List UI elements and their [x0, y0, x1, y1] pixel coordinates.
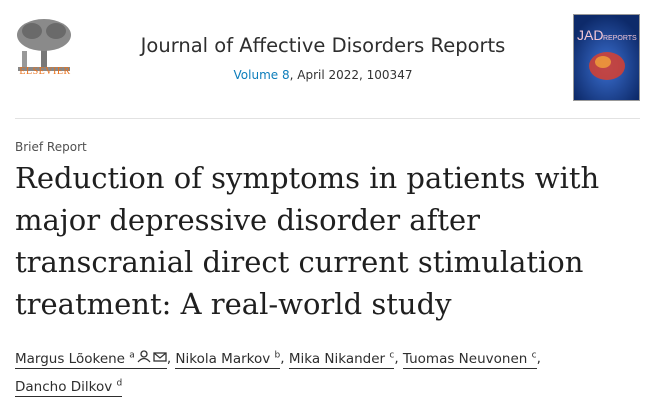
volume-line: Volume 8, April 2022, 100347	[100, 68, 546, 82]
divider	[15, 118, 640, 119]
title-line: treatment: A real-world study	[15, 287, 452, 321]
author-text: Tuomas Neuvonen	[402, 350, 528, 367]
affiliation: d	[116, 378, 123, 389]
author-text: Mika Nikander	[288, 350, 386, 367]
affiliation: c	[389, 350, 395, 360]
author-name[interactable]: Dancho Dilkov d	[15, 378, 123, 397]
issue-info: , April 2022, 100347	[289, 68, 413, 82]
article-type: Brief Report	[15, 140, 87, 154]
author-text: Margus Lõokene	[15, 350, 125, 367]
author-name[interactable]: Nikola Markov b	[175, 350, 281, 369]
author-list: Margus Lõokene a, Nikola Markov b, Mika …	[15, 343, 615, 400]
separator: ,	[166, 350, 172, 367]
cover-subtitle: REPORTS	[603, 35, 637, 42]
author-icons[interactable]	[135, 349, 167, 363]
article-title: Reduction of symptoms in patients with ma…	[15, 157, 599, 325]
author-text: Nikola Markov	[175, 350, 271, 367]
title-line: transcranial direct current stimulation	[15, 245, 584, 279]
author-name[interactable]: Margus Lõokene a	[15, 349, 167, 369]
author-text: Dancho Dilkov	[15, 379, 113, 395]
journal-cover[interactable]: JAD REPORTS	[573, 14, 640, 101]
title-line: major depressive disorder after	[15, 203, 480, 237]
journal-title[interactable]: Journal of Affective Disorders Reports	[140, 34, 506, 57]
separator: ,	[280, 350, 285, 367]
title-line: Reduction of symptoms in patients with	[15, 161, 600, 195]
volume-link[interactable]: Volume 8	[233, 68, 290, 82]
publisher-logo	[17, 19, 71, 71]
separator: ,	[536, 350, 541, 367]
author-name[interactable]: Mika Nikander c	[288, 350, 395, 369]
affiliation: b	[274, 350, 281, 360]
cover-title: JAD	[577, 27, 603, 43]
author-name[interactable]: Tuomas Neuvonen c	[402, 350, 537, 369]
publisher-name: ELSEVIER	[19, 66, 71, 77]
separator: ,	[394, 350, 399, 367]
affiliation: a	[129, 350, 135, 360]
affiliation: c	[531, 350, 537, 360]
